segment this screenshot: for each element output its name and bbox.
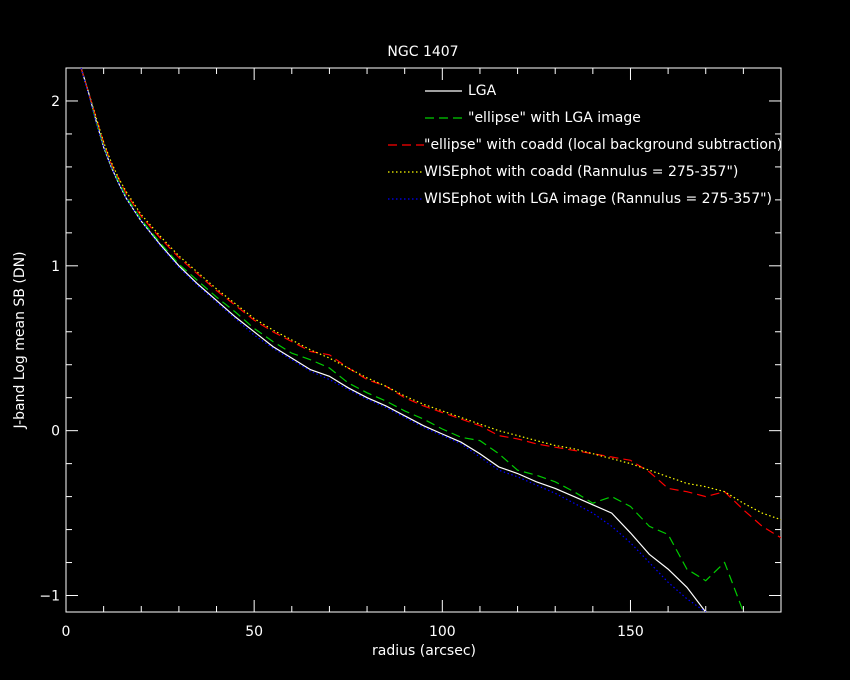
series-line xyxy=(80,68,781,539)
x-tick-label: 0 xyxy=(62,624,71,640)
series-line xyxy=(80,68,707,612)
y-tick-label: 1 xyxy=(51,259,60,275)
legend: LGA "ellipse" with LGA image "ellipse" wit… xyxy=(388,83,782,207)
legend-label: WISEphot with coadd (Rannulus = 275-357"… xyxy=(424,164,738,180)
x-tick-label: 150 xyxy=(617,624,644,640)
series-line xyxy=(80,68,744,612)
legend-label: "ellipse" with LGA image xyxy=(468,110,641,126)
x-tick-label: 50 xyxy=(245,624,263,640)
y-tick-label: 0 xyxy=(51,424,60,440)
y-tick-label: −1 xyxy=(39,589,60,605)
plot-frame xyxy=(65,67,782,613)
legend-label: "ellipse" with coadd (local background s… xyxy=(424,137,782,153)
legend-label: LGA xyxy=(468,83,497,99)
y-tick-label: 2 xyxy=(51,94,60,110)
chart-title: NGC 1407 xyxy=(387,44,458,60)
y-axis-label: J-band Log mean SB (DN) xyxy=(12,251,28,429)
legend-label: WISEphot with LGA image (Rannulus = 275-… xyxy=(424,191,772,207)
x-tick-label: 100 xyxy=(429,624,456,640)
plot-area xyxy=(80,68,781,612)
x-axis-label: radius (arcsec) xyxy=(372,643,476,659)
axes: 0 50 100 150 −1 0 1 2 xyxy=(39,67,782,640)
